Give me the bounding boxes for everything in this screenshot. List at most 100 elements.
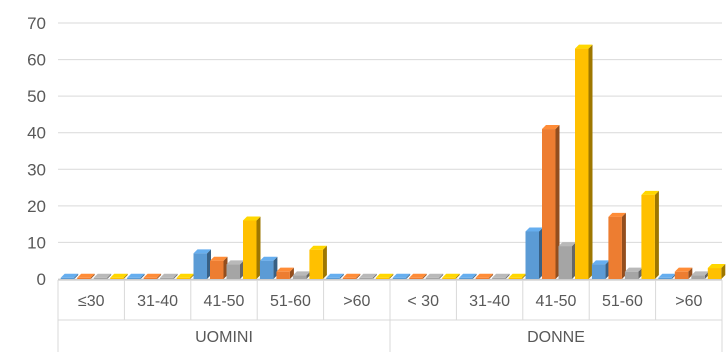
bar-top: [508, 273, 527, 278]
y-tick-label: 70: [27, 14, 46, 33]
bar-side: [455, 273, 460, 279]
bar-side: [439, 273, 444, 279]
bar: [193, 253, 207, 279]
bar-side: [256, 216, 261, 279]
bar-top: [707, 264, 726, 269]
bar-top: [575, 44, 593, 49]
bar: [707, 268, 722, 279]
x-tick-label: >60: [675, 293, 702, 310]
bar: [475, 277, 490, 279]
bar-top: [641, 190, 659, 195]
bar-side: [505, 273, 510, 279]
bar-top: [475, 273, 494, 278]
bar-top: [276, 267, 294, 272]
bar-side: [173, 273, 178, 279]
y-tick-label: 30: [27, 160, 46, 179]
bar-top: [127, 273, 145, 278]
y-tick-label: 0: [37, 270, 46, 289]
x-group-label: UOMINI: [195, 329, 253, 346]
bar-top: [176, 273, 195, 278]
bar-top: [691, 271, 709, 276]
bar: [442, 277, 456, 279]
bar-top: [425, 273, 444, 278]
bar-side: [654, 190, 659, 279]
bar: [93, 277, 108, 279]
bar: [641, 194, 655, 279]
bar-top: [243, 216, 261, 221]
bar: [674, 271, 689, 279]
bar-top: [608, 212, 626, 217]
bar-top: [292, 271, 311, 276]
x-tick-label: 51-60: [602, 293, 643, 310]
bar: [508, 277, 523, 279]
bar-top: [442, 273, 460, 278]
x-group-label: DONNE: [527, 329, 585, 346]
bar: [342, 277, 357, 279]
bar: [276, 271, 290, 279]
bar-top: [143, 273, 162, 278]
bar-top: [309, 245, 327, 250]
bar-side: [74, 273, 79, 279]
x-tick-label: 41-50: [536, 293, 577, 310]
y-tick-label: 10: [27, 233, 46, 252]
x-tick-label: 51-60: [270, 293, 311, 310]
bar-side: [190, 273, 195, 279]
bar-side: [107, 273, 112, 279]
bar-top: [226, 260, 244, 265]
bar: [558, 246, 572, 279]
bar-top: [93, 273, 112, 278]
bar-top: [525, 227, 543, 232]
bar: [77, 277, 91, 279]
bar-top: [674, 267, 693, 272]
bar-side: [140, 273, 145, 279]
bar: [143, 277, 158, 279]
bar-top: [160, 273, 178, 278]
bar-side: [289, 267, 294, 279]
y-tick-label: 40: [27, 124, 46, 143]
bar-top: [375, 273, 394, 278]
bar-side: [621, 212, 626, 279]
bar: [409, 277, 423, 279]
bar: [375, 277, 390, 279]
bar-side: [157, 273, 162, 279]
bar-top: [210, 256, 228, 261]
bar: [425, 277, 440, 279]
bar-side: [389, 273, 394, 279]
y-tick-label: 50: [27, 87, 46, 106]
x-tick-label: < 30: [407, 293, 439, 310]
bar: [542, 129, 556, 279]
bar: [226, 264, 240, 279]
bar: [525, 231, 539, 279]
bar: [309, 249, 323, 279]
bar-side: [422, 273, 427, 279]
bar-top: [658, 273, 676, 278]
x-tick-label: ≤30: [78, 293, 105, 310]
bar-top: [110, 273, 128, 278]
x-axis: ≤30 31-40 41-50 51-60 >60 < 30 31-40 41-50 51-60…: [57, 279, 723, 352]
bar: [691, 275, 705, 279]
bar: [459, 277, 473, 279]
bar-top: [492, 273, 510, 278]
bar: [658, 277, 672, 279]
bar-side: [322, 245, 327, 279]
bar: [210, 260, 224, 279]
gridlines: [58, 22, 722, 280]
bar: [60, 277, 75, 279]
bar-top: [542, 125, 560, 130]
y-tick-label: 60: [27, 51, 46, 70]
bar-top: [409, 273, 427, 278]
bar: [259, 260, 274, 279]
bar: [608, 216, 622, 279]
bar-side: [406, 273, 411, 279]
bar-side: [356, 273, 361, 279]
bar: [492, 277, 506, 279]
bar-top: [359, 273, 377, 278]
y-axis: 0 10 20 30 40 50 60 70: [27, 14, 46, 289]
bar: [176, 277, 191, 279]
y-tick-label: 20: [27, 197, 46, 216]
bars: [60, 44, 726, 279]
bar-side: [721, 264, 726, 279]
bar-side: [123, 273, 128, 279]
x-tick-label: 31-40: [137, 293, 178, 310]
